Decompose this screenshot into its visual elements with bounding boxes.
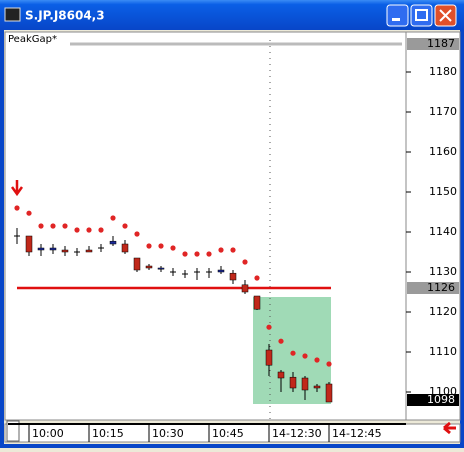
minimize-button[interactable] — [386, 4, 409, 27]
peak-gap-dot — [290, 350, 296, 356]
peak-gap-dot — [50, 223, 56, 229]
y-tick-label: 1170 — [429, 105, 457, 118]
candle-body — [289, 376, 297, 389]
y-tick-label: 1180 — [429, 65, 457, 78]
candle-body — [145, 265, 153, 269]
peak-gap-dot — [266, 324, 272, 330]
price-marker — [407, 38, 459, 50]
signal-arrow — [10, 180, 24, 197]
peak-gap-dot — [74, 227, 80, 233]
y-tick-label: 1140 — [429, 225, 457, 238]
peak-gap-dot — [230, 247, 236, 253]
x-tick-label: 10:30 — [152, 427, 184, 440]
y-tick-label: 1120 — [429, 305, 457, 318]
candle-body — [25, 235, 33, 253]
y-tick-label: 1110 — [429, 345, 457, 358]
x-tick-label: 10:15 — [92, 427, 124, 440]
scroll-handle[interactable] — [6, 420, 20, 442]
peak-gap-dot — [134, 231, 140, 237]
candle-body — [253, 295, 261, 310]
candle-body — [265, 349, 273, 366]
y-tick-label: 1150 — [429, 185, 457, 198]
peak-gap-dot — [170, 245, 176, 251]
y-tick-label: 1130 — [429, 265, 457, 278]
price-marker-label: 1187 — [427, 37, 455, 50]
candle-body — [109, 240, 117, 245]
peak-gap-dot — [86, 227, 92, 233]
price-marker-label: 1126 — [427, 281, 455, 294]
window-buttons[interactable] — [386, 4, 457, 27]
y-tick-label: 1160 — [429, 145, 457, 158]
candle-body — [157, 267, 165, 270]
peak-gap-dot — [158, 243, 164, 249]
price-marker — [407, 282, 459, 294]
candle-body — [61, 249, 69, 253]
candle-body — [301, 377, 309, 391]
x-tick-label: 10:45 — [212, 427, 244, 440]
minimize-icon — [392, 18, 400, 21]
x-tick-label: 14-12:30 — [272, 427, 322, 440]
peak-gap-dot — [326, 361, 332, 367]
x-tick-label: 14-12:45 — [332, 427, 382, 440]
peak-gap-dot — [62, 223, 68, 229]
peak-gap-dot — [38, 223, 44, 229]
candle-body — [133, 257, 141, 271]
maximize-button[interactable] — [410, 4, 433, 27]
scroll-arrow[interactable] — [443, 421, 456, 435]
peak-gap-dot — [182, 251, 188, 257]
peak-gap-dot — [302, 353, 308, 359]
plot-area — [4, 31, 407, 421]
peak-gap-dot — [122, 223, 128, 229]
peak-gap-dot — [98, 227, 104, 233]
candle-body — [121, 243, 129, 253]
indicator-title: PeakGap* — [8, 34, 57, 45]
candle-body — [325, 383, 333, 403]
candle-body — [85, 249, 93, 253]
peak-gap-dot — [194, 251, 200, 257]
peak-gap-dot — [218, 247, 224, 253]
candle-body — [241, 284, 249, 293]
peak-gap-dot — [146, 243, 152, 249]
peak-gap-dot — [314, 357, 320, 363]
peak-gap-dot — [14, 205, 20, 211]
maximize-icon — [415, 9, 428, 21]
candle-body — [49, 247, 57, 251]
peak-gap-dot — [206, 251, 212, 257]
x-tick-label: 10:00 — [32, 427, 64, 440]
candle-body — [217, 269, 225, 273]
price-marker-label: 1098 — [427, 393, 455, 406]
peak-gap-dot — [26, 210, 32, 216]
window-title: S.JP.J8604,3 — [25, 9, 105, 23]
peak-gap-dot — [278, 338, 284, 344]
peak-gap-dot — [254, 275, 260, 281]
y-axis-area — [405, 31, 461, 421]
app-icon — [4, 7, 21, 22]
price-marker — [407, 394, 459, 406]
candle-body — [277, 371, 285, 379]
candle-body — [313, 385, 321, 389]
peak-gap-dot — [242, 259, 248, 265]
peak-gap-dot — [110, 215, 116, 221]
candle-body — [229, 272, 237, 281]
close-icon — [439, 9, 452, 22]
candle-body — [37, 247, 45, 251]
